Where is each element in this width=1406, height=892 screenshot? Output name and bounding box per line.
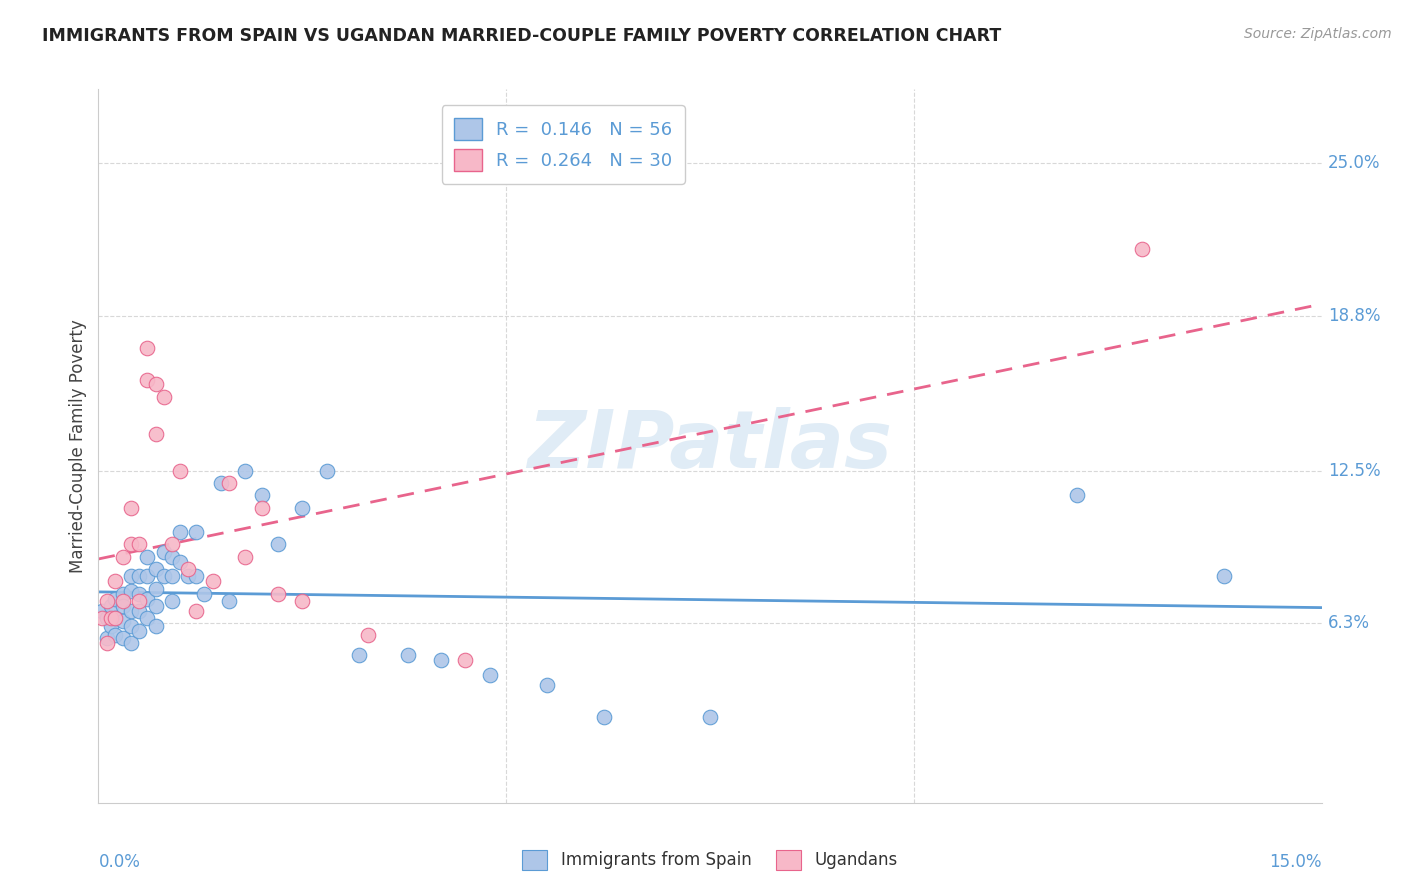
- Point: [177, 562, 200, 576]
- Point: [193, 587, 215, 601]
- Point: [111, 594, 134, 608]
- Point: [91, 611, 114, 625]
- Text: ZIPatlas: ZIPatlas: [527, 407, 893, 485]
- Point: [1066, 488, 1088, 502]
- Point: [430, 653, 453, 667]
- Point: [169, 464, 191, 478]
- Point: [96, 611, 118, 625]
- Text: 15.0%: 15.0%: [1270, 853, 1322, 871]
- Point: [160, 537, 183, 551]
- Point: [349, 648, 371, 662]
- Point: [152, 545, 174, 559]
- Point: [128, 604, 150, 618]
- Point: [111, 587, 134, 601]
- Point: [104, 574, 127, 589]
- Point: [454, 653, 477, 667]
- Point: [267, 587, 290, 601]
- Point: [160, 594, 183, 608]
- Point: [104, 611, 127, 625]
- Point: [120, 500, 142, 515]
- Point: [136, 341, 159, 355]
- Point: [111, 614, 134, 628]
- Point: [120, 604, 142, 618]
- Point: [177, 569, 200, 583]
- Point: [145, 426, 167, 441]
- Point: [128, 624, 150, 638]
- Text: 6.3%: 6.3%: [1327, 615, 1369, 632]
- Point: [100, 618, 122, 632]
- Text: 12.5%: 12.5%: [1327, 461, 1381, 480]
- Y-axis label: Married-Couple Family Poverty: Married-Couple Family Poverty: [69, 319, 87, 573]
- Point: [250, 488, 273, 502]
- Point: [136, 569, 159, 583]
- Point: [104, 628, 127, 642]
- Point: [145, 599, 167, 613]
- Text: 18.8%: 18.8%: [1327, 307, 1381, 325]
- Point: [291, 500, 314, 515]
- Legend: Immigrants from Spain, Ugandans: Immigrants from Spain, Ugandans: [512, 839, 908, 880]
- Point: [536, 678, 558, 692]
- Point: [186, 569, 208, 583]
- Point: [136, 549, 159, 564]
- Point: [96, 636, 118, 650]
- Point: [291, 594, 314, 608]
- Point: [152, 569, 174, 583]
- Point: [169, 525, 191, 540]
- Point: [145, 562, 167, 576]
- Point: [104, 591, 127, 606]
- Point: [145, 377, 167, 392]
- Point: [160, 569, 183, 583]
- Point: [120, 618, 142, 632]
- Point: [356, 628, 378, 642]
- Point: [120, 584, 142, 599]
- Point: [699, 709, 721, 723]
- Point: [396, 648, 419, 662]
- Point: [250, 500, 273, 515]
- Point: [104, 611, 127, 625]
- Point: [209, 475, 232, 490]
- Point: [218, 475, 240, 490]
- Point: [128, 594, 150, 608]
- Point: [136, 591, 159, 606]
- Point: [145, 582, 167, 596]
- Point: [186, 525, 208, 540]
- Point: [128, 587, 150, 601]
- Point: [120, 636, 142, 650]
- Point: [100, 611, 122, 625]
- Point: [96, 631, 118, 645]
- Point: [233, 549, 256, 564]
- Point: [96, 594, 118, 608]
- Point: [111, 599, 134, 613]
- Point: [593, 709, 616, 723]
- Point: [478, 668, 501, 682]
- Text: 25.0%: 25.0%: [1327, 154, 1381, 172]
- Point: [120, 537, 142, 551]
- Point: [120, 569, 142, 583]
- Point: [145, 618, 167, 632]
- Point: [111, 631, 134, 645]
- Point: [186, 604, 208, 618]
- Point: [152, 390, 174, 404]
- Point: [169, 555, 191, 569]
- Point: [128, 569, 150, 583]
- Point: [218, 594, 240, 608]
- Point: [111, 549, 134, 564]
- Point: [100, 599, 122, 613]
- Point: [1130, 242, 1153, 256]
- Point: [267, 537, 290, 551]
- Point: [201, 574, 224, 589]
- Text: 0.0%: 0.0%: [98, 853, 141, 871]
- Text: Source: ZipAtlas.com: Source: ZipAtlas.com: [1244, 27, 1392, 41]
- Point: [136, 373, 159, 387]
- Point: [128, 537, 150, 551]
- Point: [91, 604, 114, 618]
- Point: [160, 549, 183, 564]
- Point: [315, 464, 337, 478]
- Point: [1212, 569, 1234, 583]
- Text: IMMIGRANTS FROM SPAIN VS UGANDAN MARRIED-COUPLE FAMILY POVERTY CORRELATION CHART: IMMIGRANTS FROM SPAIN VS UGANDAN MARRIED…: [42, 27, 1001, 45]
- Point: [233, 464, 256, 478]
- Point: [136, 611, 159, 625]
